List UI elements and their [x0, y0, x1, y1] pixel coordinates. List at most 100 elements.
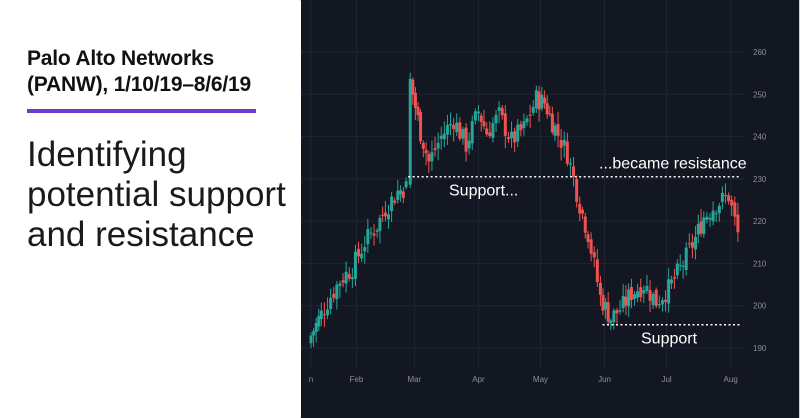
candle-body [464, 127, 468, 152]
title-panel: Palo Alto Networks (PANW), 1/10/19–8/6/1… [0, 0, 300, 418]
candle-body [553, 125, 557, 136]
candle-body [419, 111, 423, 142]
candle-body [476, 111, 480, 114]
candle-body [482, 121, 486, 127]
candle-body [684, 247, 688, 271]
candle-body [479, 115, 483, 122]
candle-body [387, 214, 391, 220]
candle-body [589, 239, 593, 254]
candle-body [381, 214, 385, 216]
candle-body [615, 310, 619, 314]
candle-body [550, 113, 554, 133]
candle-body [629, 286, 633, 301]
candle-body [350, 277, 354, 280]
candle-body [687, 243, 691, 245]
page-title: Palo Alto Networks (PANW), 1/10/19–8/6/1… [27, 47, 251, 96]
candle-body [720, 192, 724, 202]
candle-body [601, 294, 605, 311]
candle-body [319, 310, 323, 320]
candle-body [375, 230, 379, 232]
candle-body [578, 203, 582, 214]
page-subtitle: Identifying potential support and resist… [27, 135, 286, 254]
candle-body [581, 209, 585, 214]
candle-body [540, 94, 544, 109]
candle-body [353, 251, 357, 279]
candle-body [326, 309, 330, 316]
candle-body [733, 202, 737, 217]
candle-body [627, 289, 631, 307]
candle-body [598, 282, 602, 295]
candle-body [624, 296, 628, 306]
candle-body [503, 113, 507, 136]
candlestick-chart: Support... ...became resistance Support 19… [301, 0, 767, 384]
candle-body [681, 265, 685, 267]
x-tick-label: Jul [661, 375, 671, 384]
candle-body [309, 335, 313, 344]
level-lines: Support... ...became resistance Support [408, 156, 747, 348]
y-tick-label: 200 [753, 302, 767, 311]
candle-body [458, 122, 462, 139]
candle-body [491, 123, 495, 138]
candle-body [516, 124, 520, 142]
candle-body [510, 131, 514, 139]
y-tick-label: 240 [753, 133, 767, 142]
chart-grid [301, 0, 746, 368]
candle-body [609, 320, 613, 324]
candle-body [416, 106, 420, 116]
candle-body [452, 124, 456, 130]
candle-body [672, 277, 676, 279]
candle-body [314, 322, 318, 332]
candle-body [513, 131, 517, 143]
candle-body [592, 252, 596, 258]
x-tick-label: Feb [350, 375, 364, 384]
candle-body [670, 279, 674, 284]
candle-body [678, 264, 682, 266]
candle-body [645, 285, 649, 291]
candle-body [347, 274, 351, 279]
candle-body [378, 217, 382, 231]
candle-body [473, 111, 477, 121]
candle-body [583, 216, 587, 233]
candle-body [338, 283, 342, 286]
candle-body [559, 140, 563, 148]
candle-body [366, 229, 370, 245]
candle-body [621, 295, 625, 308]
y-tick-label: 210 [753, 259, 767, 268]
candle-body [717, 205, 721, 214]
candle-body [534, 90, 538, 109]
x-tick-label: n [309, 375, 313, 384]
candle-body [633, 294, 637, 299]
candle-body [383, 212, 387, 217]
candle-body [657, 304, 661, 306]
candle-body [690, 242, 694, 248]
candle-body [329, 297, 333, 310]
candle-body [322, 314, 326, 316]
candle-body [519, 124, 523, 131]
candle-body [497, 107, 501, 111]
candle-body [424, 149, 428, 154]
candle-body [699, 221, 703, 234]
candle-body [522, 121, 526, 129]
candle-body [618, 310, 622, 312]
candle-body [436, 142, 440, 149]
candle-body [696, 223, 700, 235]
candle-body [442, 133, 446, 140]
candle-body [413, 92, 417, 108]
candle-body [488, 132, 492, 136]
candle-body [714, 213, 718, 215]
candle-body [572, 166, 576, 177]
candle-body [449, 123, 453, 126]
candle-body [494, 114, 498, 124]
candle-body [357, 248, 361, 257]
candle-body [312, 331, 316, 336]
candle-body [612, 310, 616, 323]
candle-body [500, 107, 504, 116]
candle-body [525, 118, 529, 123]
candle-body [636, 291, 640, 298]
candle-body [439, 135, 443, 139]
candle-body [660, 300, 664, 305]
accent-divider [27, 109, 256, 113]
candle-body [363, 247, 367, 252]
candle-body [606, 302, 610, 322]
y-tick-label: 230 [753, 175, 767, 184]
